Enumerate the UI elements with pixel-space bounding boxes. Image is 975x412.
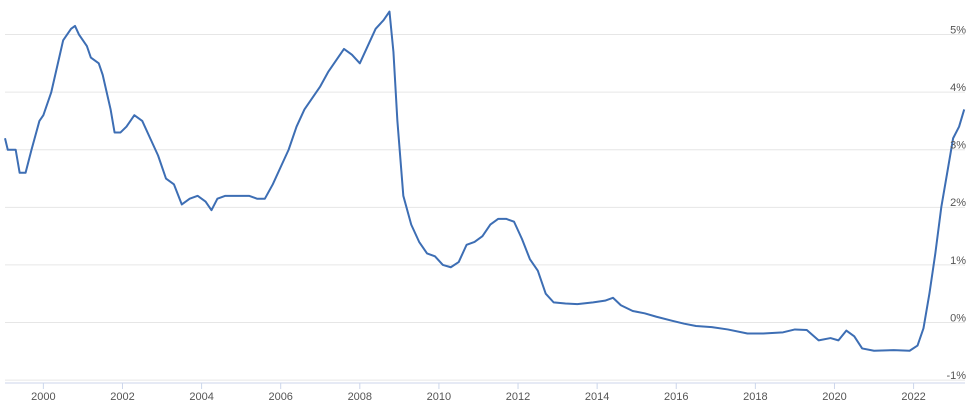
x-tick-label: 2002	[110, 391, 134, 403]
y-tick-label: 1%	[950, 255, 966, 267]
x-tick-label: 2008	[348, 391, 372, 403]
x-tick-label: 2010	[427, 391, 451, 403]
y-tick-label: 0%	[950, 312, 966, 324]
y-tick-label: -1%	[946, 370, 966, 382]
x-tick-label: 2016	[664, 391, 688, 403]
x-tick-label: 2012	[506, 391, 530, 403]
x-tick-label: 2020	[822, 391, 846, 403]
x-tick-label: 2022	[901, 391, 925, 403]
x-tick-label: 2004	[189, 391, 213, 403]
x-tick-label: 2018	[743, 391, 767, 403]
x-tick-label: 2014	[585, 391, 609, 403]
y-tick-label: 3%	[950, 140, 966, 152]
line-series	[4, 10, 966, 352]
x-tick-label: 2006	[268, 391, 292, 403]
x-tick-label: 2000	[31, 391, 55, 403]
y-tick-label: 5%	[950, 24, 966, 36]
y-tick-label: 2%	[950, 197, 966, 209]
y-tick-label: 4%	[950, 82, 966, 94]
